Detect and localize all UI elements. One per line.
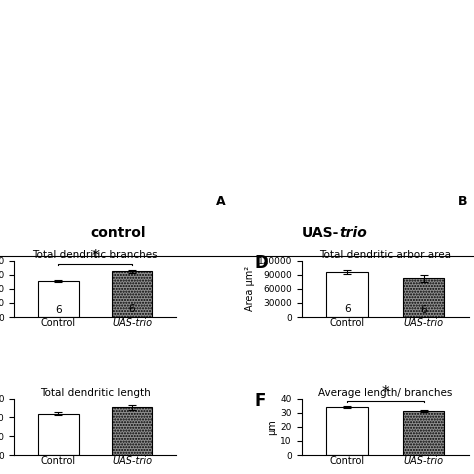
Text: *: * bbox=[91, 248, 99, 264]
Text: 6: 6 bbox=[344, 304, 351, 314]
Bar bbox=[402, 279, 445, 317]
Text: D: D bbox=[255, 254, 268, 272]
Text: F: F bbox=[255, 392, 266, 410]
Bar bbox=[402, 411, 445, 455]
Title: Average length/ branches: Average length/ branches bbox=[318, 388, 453, 398]
Title: Total dendritic arbor area: Total dendritic arbor area bbox=[319, 250, 451, 260]
Bar bbox=[327, 407, 368, 455]
Y-axis label: Area μm²: Area μm² bbox=[245, 266, 255, 311]
Bar bbox=[38, 281, 79, 317]
Text: 6: 6 bbox=[420, 305, 427, 315]
Text: 6: 6 bbox=[129, 304, 135, 314]
Bar bbox=[112, 408, 152, 455]
Text: trio: trio bbox=[339, 226, 367, 239]
Text: A: A bbox=[216, 195, 225, 209]
Text: 6: 6 bbox=[55, 305, 62, 315]
Title: Total dendritic length: Total dendritic length bbox=[40, 388, 151, 398]
Bar bbox=[327, 273, 368, 317]
Text: *: * bbox=[382, 385, 389, 401]
Text: control: control bbox=[91, 226, 146, 239]
Bar bbox=[112, 271, 152, 317]
Title: Total dendritic branches: Total dendritic branches bbox=[32, 250, 158, 260]
Text: B: B bbox=[457, 195, 467, 209]
Text: UAS-: UAS- bbox=[301, 226, 339, 239]
Bar bbox=[38, 414, 79, 455]
Y-axis label: μm: μm bbox=[268, 419, 278, 435]
